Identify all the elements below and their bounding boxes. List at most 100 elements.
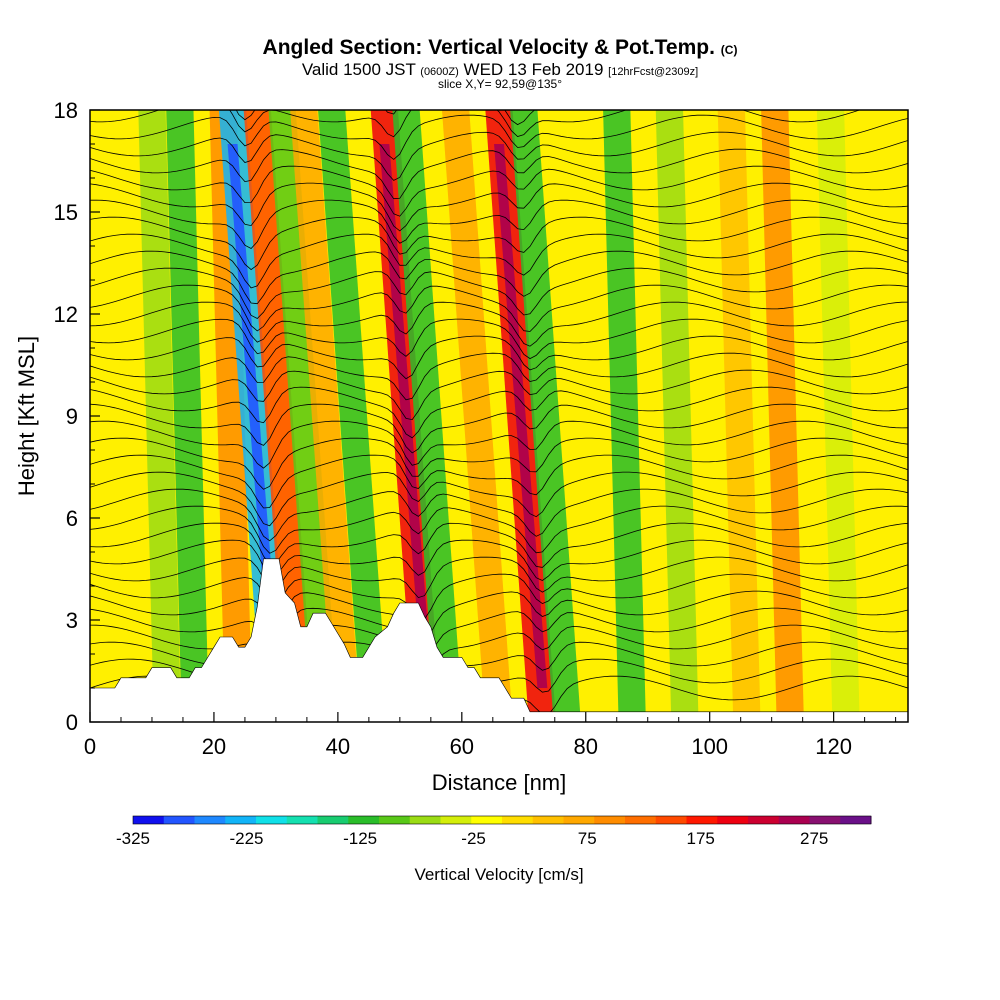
x-tick-label: 60 <box>450 734 474 759</box>
colorbar-swatch <box>133 816 165 824</box>
colorbar-swatch <box>317 816 349 824</box>
colorbar-swatch <box>809 816 841 824</box>
colorbar-swatch <box>256 816 288 824</box>
colorbar-tick-label: 275 <box>800 829 828 848</box>
colorbar-swatch <box>471 816 503 824</box>
pot-temp-contour <box>90 216 908 271</box>
colorbar-swatch <box>225 816 257 824</box>
colorbar-swatch <box>440 816 472 824</box>
pot-temp-contour <box>90 420 908 469</box>
pot-temp-contour <box>90 505 908 554</box>
y-tick-label: 15 <box>54 200 78 225</box>
colorbar-swatch <box>379 816 411 824</box>
velocity-band <box>441 110 513 722</box>
colorbar-tick-label: 175 <box>687 829 715 848</box>
pot-temp-contour <box>90 437 908 490</box>
pot-temp-contour <box>90 267 908 319</box>
velocity-band <box>138 110 182 722</box>
colorbar-tick-label: 75 <box>578 829 597 848</box>
colorbar-swatch <box>625 816 657 824</box>
colorbar-swatch <box>348 816 380 824</box>
y-tick-label: 6 <box>66 506 78 531</box>
pot-temp-contour <box>90 369 908 421</box>
pot-temp-contour <box>90 233 908 289</box>
colorbar-tick-label: -225 <box>229 829 263 848</box>
velocity-core <box>379 144 433 688</box>
pot-temp-contour <box>90 335 908 380</box>
forecast-info: [12hrFcst@2309z] <box>608 66 699 78</box>
pot-temp-contour <box>90 352 908 401</box>
colorbar-swatch <box>563 816 595 824</box>
velocity-band <box>209 110 253 722</box>
colorbar-tick-label: -25 <box>461 829 486 848</box>
colorbar-swatch <box>686 816 718 824</box>
colorbar-swatch <box>409 816 441 824</box>
colorbar-frame <box>132 815 872 825</box>
colorbar-tick-label: -325 <box>116 829 150 848</box>
colorbar-swatch <box>778 816 810 824</box>
pot-temp-contour <box>90 573 908 620</box>
y-axis-label: Height [Kft MSL] <box>14 336 39 496</box>
valid-utc: (0600Z) <box>420 66 459 78</box>
axes: 0 20 40 60 80 100 120 0 3 6 9 12 15 18 <box>54 98 897 759</box>
x-tick-label: 120 <box>815 734 852 759</box>
colorbar: -325 -225 -125 -25 75 175 275 <box>116 815 872 848</box>
velocity-band <box>717 110 761 722</box>
colorbar-swatch <box>840 816 872 824</box>
terrain <box>90 558 908 722</box>
velocity-band <box>290 110 361 722</box>
velocity-band <box>166 110 209 722</box>
y-tick-label: 18 <box>54 98 78 123</box>
valid-time: Valid 1500 JST <box>301 60 416 79</box>
velocity-band <box>392 110 464 722</box>
pot-temp-contour <box>90 301 908 347</box>
valid-date: WED 13 Feb 2019 <box>463 60 604 79</box>
pot-temp-contour <box>90 386 908 439</box>
pot-temp-contour <box>90 488 908 542</box>
colorbar-swatch <box>286 816 318 824</box>
velocity-core <box>494 144 548 688</box>
pot-temp-contour <box>90 454 908 509</box>
x-tick-label: 100 <box>691 734 728 759</box>
pot-temp-contour <box>90 284 908 332</box>
slice-info: slice X,Y= 92,59@135° <box>437 77 563 91</box>
x-tick-label: 20 <box>202 734 226 759</box>
chart-title: Angled Section: Vertical Velocity & Pot.… <box>0 36 1000 60</box>
pot-temp-contour <box>90 110 861 138</box>
colorbar-swatch <box>655 816 687 824</box>
x-tick-label: 0 <box>84 734 96 759</box>
y-tick-label: 9 <box>66 404 78 429</box>
y-tick-label: 0 <box>66 710 78 735</box>
y-tick-label: 12 <box>54 302 78 327</box>
colorbar-swatch <box>532 816 564 824</box>
pot-temp-contour <box>90 165 908 217</box>
colorbar-swatch <box>748 816 780 824</box>
x-tick-label: 80 <box>574 734 598 759</box>
colorbar-swatch <box>717 816 749 824</box>
pot-temp-contour <box>90 182 908 232</box>
colorbar-swatch <box>163 816 195 824</box>
pot-temp-contour <box>90 471 908 527</box>
pot-temp-contour <box>90 556 908 599</box>
velocity-band <box>761 110 804 722</box>
velocity-core <box>227 144 281 688</box>
pot-temp-contour <box>90 522 908 568</box>
pot-temp-contour <box>90 590 908 641</box>
colorbar-tick-label: -125 <box>343 829 377 848</box>
colorbar-swatch <box>194 816 226 824</box>
pot-temp-contour <box>90 148 908 200</box>
velocity-band <box>655 110 699 722</box>
y-tick-label: 3 <box>66 608 78 633</box>
chart-title-text: Angled Section: Vertical Velocity & Pot.… <box>262 36 715 59</box>
pot-temp-contour <box>90 539 908 581</box>
colorbar-swatch <box>594 816 626 824</box>
pot-temp-contour <box>90 403 908 454</box>
copyright-mark: (C) <box>720 43 738 57</box>
velocity-band <box>603 110 646 722</box>
velocity-band <box>243 110 315 722</box>
pot-temp-contour <box>90 114 908 160</box>
velocity-band <box>816 110 860 722</box>
velocity-band <box>268 110 340 722</box>
x-tick-label: 40 <box>326 734 350 759</box>
